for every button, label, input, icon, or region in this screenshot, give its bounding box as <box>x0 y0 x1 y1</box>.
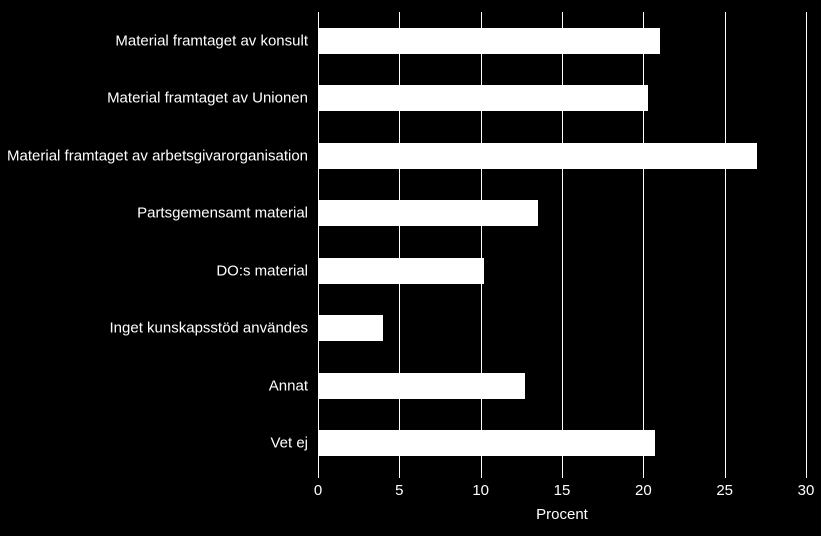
bar <box>318 28 660 54</box>
category-label: Annat <box>269 377 308 394</box>
category-label: Material framtaget av konsult <box>115 32 308 49</box>
x-tick-mark <box>725 472 726 478</box>
plot-area <box>318 12 806 472</box>
bar <box>318 373 525 399</box>
x-tick-mark <box>399 472 400 478</box>
gridline <box>481 12 482 472</box>
x-tick-mark <box>562 472 563 478</box>
bar <box>318 430 655 456</box>
gridline <box>318 12 319 472</box>
x-tick-mark <box>643 472 644 478</box>
category-label: Material framtaget av Unionen <box>107 90 308 107</box>
bar <box>318 143 757 169</box>
x-tick-label: 5 <box>395 482 403 499</box>
bar <box>318 200 538 226</box>
x-tick-label: 30 <box>798 482 815 499</box>
x-tick-label: 25 <box>716 482 733 499</box>
x-tick-label: 20 <box>635 482 652 499</box>
category-label: Vet ej <box>270 435 308 452</box>
horizontal-bar-chart: Material framtaget av konsult Material fr… <box>0 0 821 536</box>
x-tick-label: 10 <box>472 482 489 499</box>
category-label: DO:s material <box>216 262 308 279</box>
x-axis-title: Procent <box>536 506 588 523</box>
bar <box>318 85 648 111</box>
bar <box>318 315 383 341</box>
category-label: Partsgemensamt material <box>137 205 308 222</box>
category-label: Inget kunskapsstöd användes <box>110 320 308 337</box>
gridline <box>562 12 563 472</box>
gridline <box>643 12 644 472</box>
gridline <box>725 12 726 472</box>
x-tick-label: 15 <box>554 482 571 499</box>
gridline <box>806 12 807 472</box>
category-label: Material framtaget av arbetsgivarorganis… <box>7 147 308 164</box>
x-tick-mark <box>806 472 807 478</box>
gridline <box>399 12 400 472</box>
x-tick-mark <box>318 472 319 478</box>
x-tick-mark <box>481 472 482 478</box>
x-tick-label: 0 <box>314 482 322 499</box>
bar <box>318 258 484 284</box>
